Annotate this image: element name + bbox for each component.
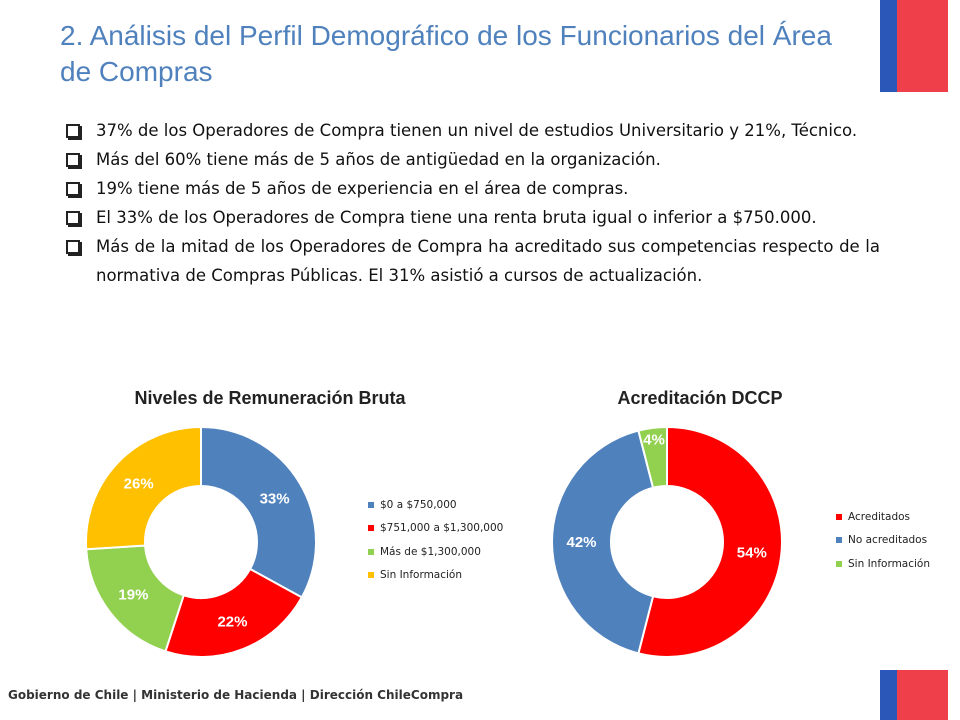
bullet-list: 37% de los Operadores de Compra tienen u… xyxy=(66,116,880,290)
flag-red-band xyxy=(897,0,948,92)
legend-label: Sin Información xyxy=(848,557,931,570)
legend-swatch xyxy=(368,501,374,508)
legend-label: $0 a $750,000 xyxy=(380,498,457,511)
data-label-0-a-750-000: 33% xyxy=(260,490,290,507)
donut-slice-acreditados xyxy=(637,425,783,658)
bullet-item: Más de la mitad de los Operadores de Com… xyxy=(66,232,880,290)
footer-text: Gobierno de Chile | Ministerio de Hacien… xyxy=(8,688,464,702)
flag-blue-band xyxy=(880,670,897,720)
legend-remuneracion: $0 a $750,000 $751,000 a $1,300,000 Más de… xyxy=(368,493,503,587)
legend-entry-m-s-de-1-300-000: Más de $1,300,000 xyxy=(368,540,503,564)
checkbox-bullet-icon xyxy=(66,153,80,167)
checkbox-bullet-icon xyxy=(66,124,80,138)
bullet-item: El 33% de los Operadores de Compra tiene… xyxy=(66,203,880,232)
legend-entry-acreditados: Acreditados xyxy=(836,505,930,529)
data-label-acreditados: 54% xyxy=(737,545,767,562)
legend-label: Acreditados xyxy=(848,510,911,523)
checkbox-bullet-icon xyxy=(66,211,80,225)
data-label-sin-informaci-n: 4% xyxy=(643,431,665,448)
data-label-751-000-a-1-300-000: 22% xyxy=(217,613,247,630)
donut-slice-no-acreditados xyxy=(551,429,655,655)
legend-label: Sin Información xyxy=(380,569,463,582)
bullet-item: 19% tiene más de 5 años de experiencia e… xyxy=(66,174,880,203)
legend-entry-0-a-750-000: $0 a $750,000 xyxy=(368,493,503,517)
checkbox-bullet-icon xyxy=(66,240,80,254)
legend-swatch xyxy=(836,560,842,567)
legend-swatch xyxy=(368,525,374,532)
legend-entry-sin-informaci-n: Sin Información xyxy=(836,552,930,576)
flag-blue-band xyxy=(880,0,897,92)
legend-acreditacion: Acreditados No acreditados Sin Información xyxy=(836,505,930,576)
bullet-item: Más del 60% tiene más de 5 años de antig… xyxy=(66,145,880,174)
chart-title-remuneracion: Niveles de Remuneración Bruta xyxy=(134,388,406,408)
chile-flag-stripe-top xyxy=(880,0,948,92)
data-label-sin-informaci-n: 26% xyxy=(124,475,154,492)
donut-slice-0-a-750-000 xyxy=(200,425,317,599)
donut-slice-m-s-de-1-300-000 xyxy=(85,544,185,653)
chile-flag-stripe-bottom xyxy=(880,670,948,720)
checkbox-bullet-icon xyxy=(66,182,80,196)
bullet-item: 37% de los Operadores de Compra tienen u… xyxy=(66,116,880,145)
donut-slice-sin-informaci-n xyxy=(637,425,668,489)
legend-swatch xyxy=(836,537,842,544)
legend-entry-sin-informaci-n: Sin Información xyxy=(368,564,503,588)
legend-label: Más de $1,300,000 xyxy=(380,545,481,558)
legend-label: No acreditados xyxy=(848,534,928,547)
legend-swatch xyxy=(368,572,374,579)
legend-entry-751-000-a-1-300-000: $751,000 a $1,300,000 xyxy=(368,517,503,541)
legend-entry-no-acreditados: No acreditados xyxy=(836,529,930,553)
data-label-m-s-de-1-300-000: 19% xyxy=(118,586,148,603)
slide-title: 2. Análisis del Perfil Demográfico de lo… xyxy=(60,20,832,87)
chart-title-acreditacion: Acreditación DCCP xyxy=(617,388,783,408)
donut-slice-sin-informaci-n xyxy=(85,425,202,551)
data-label-no-acreditados: 42% xyxy=(566,534,596,551)
flag-red-band xyxy=(897,670,948,720)
donut-slice-751-000-a-1-300-000 xyxy=(164,567,304,658)
legend-label: $751,000 a $1,300,000 xyxy=(380,522,504,535)
legend-swatch xyxy=(836,513,842,520)
legend-swatch xyxy=(368,548,374,555)
